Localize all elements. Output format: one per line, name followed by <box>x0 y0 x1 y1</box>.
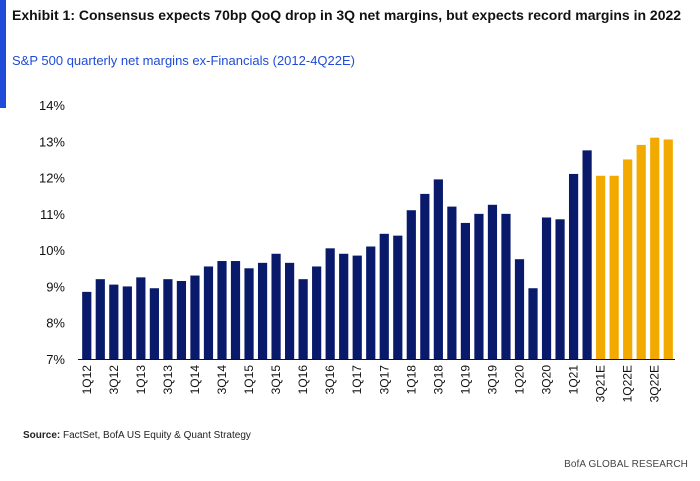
bar-actual <box>82 291 92 359</box>
x-tick-label: 3Q18 <box>431 365 445 395</box>
brand-footer: BofA GLOBAL RESEARCH <box>564 459 688 470</box>
bar-estimate <box>609 175 619 359</box>
chart-title: Exhibit 1: Consensus expects 70bp QoQ dr… <box>12 7 682 23</box>
bar-actual <box>433 179 443 359</box>
x-tick-label: 1Q16 <box>296 365 310 395</box>
bar-actual <box>95 279 105 359</box>
bar-actual <box>257 262 268 359</box>
x-tick-label: 3Q12 <box>107 365 121 395</box>
bar-actual <box>176 280 187 359</box>
bar-actual <box>501 213 511 359</box>
bar-actual <box>271 253 281 359</box>
accent-bar <box>0 0 6 108</box>
bar-actual <box>366 246 376 359</box>
x-tick-label: 3Q20 <box>540 365 554 395</box>
x-tick-label: 1Q15 <box>242 365 256 395</box>
bar-actual <box>163 279 173 359</box>
bar-actual <box>393 235 403 359</box>
chart-area: 7% 8% 9% 10% 11% 12% 13% 14% 1Q12 3Q12 1Q13 3Q13 1Q1… <box>0 82 700 422</box>
source-note: Source: FactSet, BofA US Equity & Quant … <box>23 430 251 441</box>
bar-estimate <box>650 137 660 359</box>
bar-actual <box>582 150 592 359</box>
x-tick-label: 3Q13 <box>161 365 175 395</box>
x-tick-label: 3Q15 <box>269 365 283 395</box>
x-tick-label: 1Q18 <box>404 365 418 395</box>
x-tick-label: 3Q17 <box>377 365 391 395</box>
bar-actual <box>568 173 579 359</box>
bar-actual <box>122 286 132 359</box>
x-tick-label: 3Q21E <box>594 365 608 402</box>
x-tick-label: 3Q19 <box>485 365 499 395</box>
bar-actual <box>190 275 200 359</box>
bar-actual <box>325 248 335 359</box>
y-tick-label: 13% <box>39 134 65 149</box>
bar-estimate <box>636 144 646 359</box>
bar-actual <box>352 255 362 359</box>
bar-actual <box>203 266 214 359</box>
bar-actual <box>420 193 430 359</box>
chart-subtitle: S&P 500 quarterly net margins ex-Financi… <box>12 53 355 68</box>
bar-actual <box>230 261 241 359</box>
bar-estimate <box>623 159 633 359</box>
bar-actual <box>514 259 525 359</box>
bar-actual <box>109 284 119 359</box>
y-tick-label: 11% <box>40 207 65 222</box>
bar-actual <box>285 262 295 359</box>
x-tick-label: 1Q12 <box>80 365 94 395</box>
bar-actual <box>379 233 389 359</box>
x-tick-label: 1Q21 <box>567 365 581 395</box>
bar-actual <box>149 288 159 359</box>
y-tick-label: 14% <box>39 98 65 113</box>
bar-actual <box>136 277 146 359</box>
x-tick-label: 1Q17 <box>350 365 364 395</box>
x-tick-label: 1Q14 <box>188 365 202 395</box>
source-text: FactSet, BofA US Equity & Quant Strategy <box>63 430 251 441</box>
bar-actual <box>244 268 254 359</box>
y-tick-label: 10% <box>39 243 65 258</box>
bar-actual <box>528 288 538 359</box>
bar-actual <box>312 266 322 359</box>
net-margins-bar-chart: 7% 8% 9% 10% 11% 12% 13% 14% 1Q12 3Q12 1Q13 3Q13 1Q1… <box>39 98 675 402</box>
bar-actual <box>339 253 349 359</box>
bar-actual <box>460 222 470 359</box>
bar-estimate <box>596 175 606 359</box>
bar-actual <box>447 206 457 359</box>
y-tick-label: 7% <box>46 352 65 367</box>
source-label: Source: <box>23 430 61 441</box>
x-tick-label: 3Q16 <box>323 365 337 395</box>
bar-actual <box>487 204 498 359</box>
bar-actual <box>217 261 227 359</box>
y-tick-label: 8% <box>46 316 65 331</box>
x-tick-label: 1Q19 <box>458 365 472 395</box>
y-tick-label: 12% <box>39 171 65 186</box>
bar-actual <box>298 279 308 359</box>
bar-estimate <box>663 139 673 359</box>
bar-actual <box>555 219 565 359</box>
bar-actual <box>541 217 552 359</box>
x-tick-label: 1Q22E <box>621 365 635 402</box>
bar-actual <box>474 213 484 359</box>
x-tick-label: 3Q14 <box>215 365 229 395</box>
bar-actual <box>406 210 416 359</box>
x-tick-label: 3Q22E <box>648 365 662 402</box>
x-tick-label: 1Q13 <box>134 365 148 395</box>
x-tick-label: 1Q20 <box>512 365 526 395</box>
y-tick-label: 9% <box>46 279 65 294</box>
